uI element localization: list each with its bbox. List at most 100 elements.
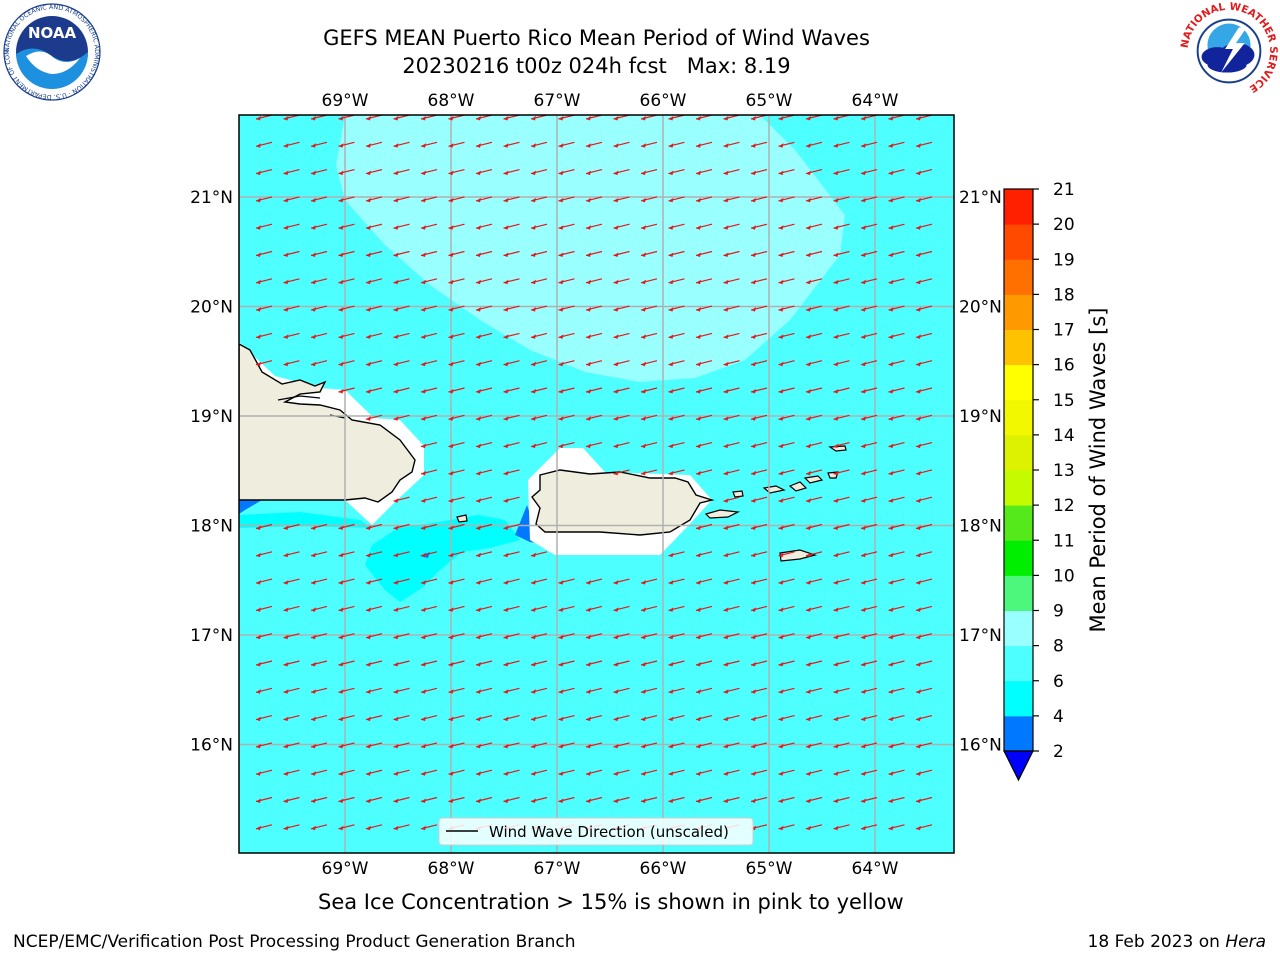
wind-wave-arrow [530, 414, 548, 421]
wind-wave-arrow [420, 796, 438, 803]
wind-wave-arrow [338, 551, 355, 558]
wind-wave-arrow [915, 496, 933, 503]
wind-wave-arrow [255, 305, 273, 312]
colorbar-tick-label: 21 [1053, 180, 1075, 200]
wind-wave-arrow [613, 578, 630, 585]
wind-wave-arrow [860, 169, 878, 176]
wind-wave-arrow [915, 633, 933, 640]
period-4-6s-strip [239, 512, 372, 528]
wind-wave-arrow [805, 332, 823, 339]
wind-wave-arrow [778, 523, 795, 530]
wind-wave-arrow [613, 278, 630, 285]
wind-wave-arrow [310, 824, 328, 831]
wind-wave-arrow [723, 387, 740, 394]
wind-wave-arrow [585, 141, 603, 148]
wind-wave-arrow [393, 387, 410, 394]
wind-wave-arrow [805, 742, 823, 749]
wind-wave-arrow [805, 250, 823, 257]
wind-wave-arrow [723, 414, 740, 421]
wind-wave-arrow [530, 633, 548, 640]
wind-wave-arrow [420, 496, 438, 503]
wind-wave-arrow [668, 360, 685, 367]
colorbar-band [1004, 610, 1033, 647]
colorbar-band [1004, 399, 1033, 436]
wind-wave-arrow [723, 223, 740, 230]
wind-wave-arrow [503, 578, 520, 585]
wind-wave-arrow [723, 715, 740, 722]
wind-wave-arrow [805, 360, 823, 367]
wind-wave-arrow [255, 578, 273, 585]
wind-wave-arrow [805, 551, 823, 558]
wind-wave-arrow [503, 796, 520, 803]
wind-wave-arrow [805, 687, 823, 694]
wind-wave-arrow [310, 278, 328, 285]
wind-wave-arrow [558, 687, 575, 694]
wind-wave-arrow [695, 742, 713, 749]
lat-tick-label: 21°N [959, 188, 1002, 208]
lon-tick-label: 69°W [322, 91, 369, 111]
wind-wave-arrow [668, 469, 685, 476]
wind-wave-arrow [613, 305, 630, 312]
wind-wave-arrow [475, 278, 493, 285]
wind-wave-arrow [310, 715, 328, 722]
wind-wave-arrow [778, 169, 795, 176]
wind-wave-arrow [365, 278, 383, 285]
wind-wave-arrow [750, 305, 768, 312]
wind-wave-arrow [860, 196, 878, 203]
wind-wave-arrow [558, 141, 575, 148]
wind-wave-arrow [860, 742, 878, 749]
wind-wave-arrow [640, 633, 658, 640]
wind-wave-arrow [393, 360, 410, 367]
wind-wave-arrow [255, 523, 273, 530]
wind-wave-arrow [613, 605, 630, 612]
wind-wave-arrow [778, 305, 795, 312]
colorbar-band [1004, 294, 1033, 330]
wind-wave-arrow [668, 660, 685, 667]
wind-wave-arrow [393, 223, 410, 230]
wind-wave-arrow [915, 769, 933, 776]
wind-wave-arrow [365, 796, 383, 803]
lat-labels-right: 21°N 20°N 19°N 18°N 17°N 16°N [959, 188, 1002, 756]
wind-wave-arrow [833, 141, 850, 148]
wind-wave-arrow [695, 469, 713, 476]
wind-wave-arrow [475, 360, 493, 367]
wind-wave-arrow [530, 578, 548, 585]
wind-wave-arrow [723, 633, 740, 640]
wind-wave-arrow [503, 250, 520, 257]
wind-wave-arrow [833, 633, 850, 640]
wind-wave-arrow [310, 223, 328, 230]
wind-wave-arrow [558, 278, 575, 285]
wind-wave-arrow [805, 633, 823, 640]
lat-tick-label: 20°N [190, 298, 233, 318]
wind-wave-arrow [640, 469, 658, 476]
wind-wave-arrow [723, 605, 740, 612]
wind-wave-arrow [420, 469, 438, 476]
wind-wave-arrow [585, 687, 603, 694]
lon-tick-label: 64°W [852, 859, 899, 879]
wind-wave-arrow [915, 742, 933, 749]
wind-wave-arrow [860, 796, 878, 803]
wind-wave-arrow [833, 278, 850, 285]
wind-wave-arrow [778, 769, 795, 776]
wind-wave-arrow [915, 223, 933, 230]
wind-wave-arrow [585, 633, 603, 640]
wind-wave-arrow [255, 715, 273, 722]
wind-wave-arrow [585, 442, 603, 449]
wind-wave-arrow [283, 360, 300, 367]
wind-wave-arrow [585, 660, 603, 667]
wind-wave-arrow [503, 196, 520, 203]
wind-wave-arrow [365, 523, 383, 530]
lat-labels-left: 21°N 20°N 19°N 18°N 17°N 16°N [190, 188, 233, 756]
wind-wave-arrow [860, 305, 878, 312]
wind-wave-arrow [613, 141, 630, 148]
colorbar-band [1004, 364, 1033, 401]
wind-wave-arrow [365, 141, 383, 148]
lon-tick-label: 67°W [534, 91, 581, 111]
wind-wave-arrow [833, 169, 850, 176]
wind-wave-arrow [695, 523, 713, 530]
wind-wave-arrow [695, 360, 713, 367]
wind-wave-arrow [255, 250, 273, 257]
mona-island [456, 514, 468, 523]
wind-wave-arrow [310, 196, 328, 203]
